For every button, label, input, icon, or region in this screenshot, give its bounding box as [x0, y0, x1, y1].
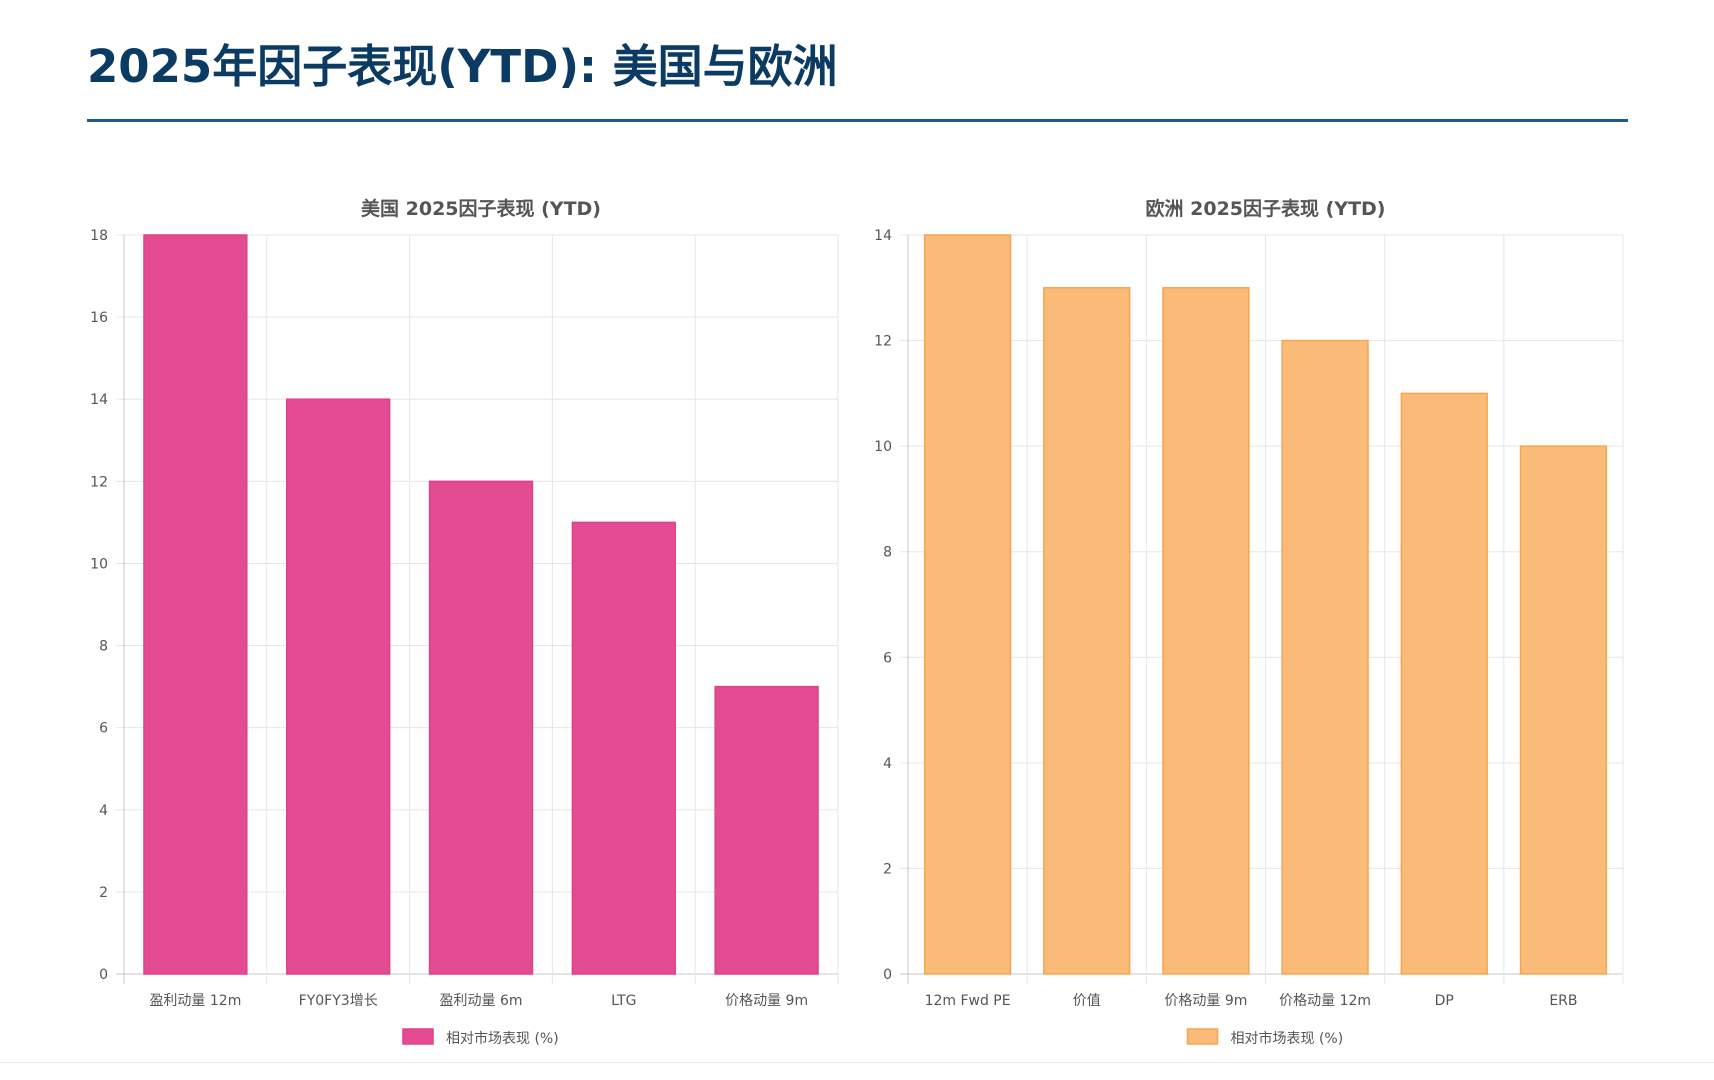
y-tick-label: 4	[883, 756, 892, 772]
chart-title: 美国 2025因子表现 (YTD)	[361, 197, 601, 220]
y-tick-label: 16	[90, 310, 108, 326]
bar[interactable]	[286, 398, 391, 975]
x-tick-label: FY0FY3增长	[299, 993, 378, 1009]
y-tick-label: 18	[90, 228, 108, 244]
legend-label: 相对市场表现 (%)	[1231, 1030, 1344, 1047]
bar[interactable]	[1162, 287, 1250, 975]
y-tick-label: 6	[99, 721, 108, 737]
y-tick-label: 0	[99, 967, 108, 983]
bar[interactable]	[1519, 445, 1608, 975]
legend-swatch[interactable]	[1186, 1028, 1219, 1045]
legend-label: 相对市场表现 (%)	[446, 1030, 559, 1047]
x-tick-label: 价值	[1073, 993, 1101, 1009]
title-divider	[87, 119, 1628, 122]
bar[interactable]	[143, 234, 248, 975]
y-tick-label: 12	[874, 334, 892, 350]
y-tick-label: 14	[90, 392, 108, 408]
chart-title: 欧洲 2025因子表现 (YTD)	[1146, 197, 1386, 220]
y-tick-label: 10	[90, 556, 108, 572]
y-tick-label: 10	[874, 439, 892, 455]
page-title: 2025年因子表现(YTD): 美国与欧洲	[87, 40, 838, 93]
x-tick-label: 盈利动量 12m	[149, 993, 241, 1009]
bar[interactable]	[1281, 339, 1369, 975]
x-tick-label: 价格动量 12m	[1279, 993, 1371, 1009]
y-tick-label: 0	[883, 967, 892, 983]
bar[interactable]	[428, 480, 534, 975]
x-tick-label: 价格动量 9m	[725, 993, 808, 1009]
y-tick-label: 12	[90, 474, 108, 490]
footer-divider	[0, 1062, 1714, 1063]
bar[interactable]	[571, 521, 676, 975]
x-tick-label: ERB	[1549, 993, 1577, 1009]
y-tick-label: 4	[99, 803, 108, 819]
x-tick-label: LTG	[611, 993, 636, 1009]
y-tick-label: 2	[883, 861, 892, 877]
y-tick-label: 2	[99, 885, 108, 901]
y-tick-label: 8	[99, 639, 108, 655]
bar[interactable]	[714, 685, 819, 975]
x-tick-label: 价格动量 9m	[1164, 993, 1247, 1009]
x-tick-label: 12m Fwd PE	[925, 993, 1011, 1009]
x-tick-label: 盈利动量 6m	[440, 993, 523, 1009]
y-tick-label: 6	[883, 650, 892, 666]
x-tick-label: DP	[1435, 993, 1454, 1009]
bar[interactable]	[1400, 392, 1488, 975]
legend-swatch[interactable]	[402, 1028, 434, 1045]
y-tick-label: 8	[883, 545, 892, 561]
y-tick-label: 14	[874, 228, 892, 244]
bar[interactable]	[923, 234, 1012, 975]
bar[interactable]	[1043, 287, 1131, 975]
